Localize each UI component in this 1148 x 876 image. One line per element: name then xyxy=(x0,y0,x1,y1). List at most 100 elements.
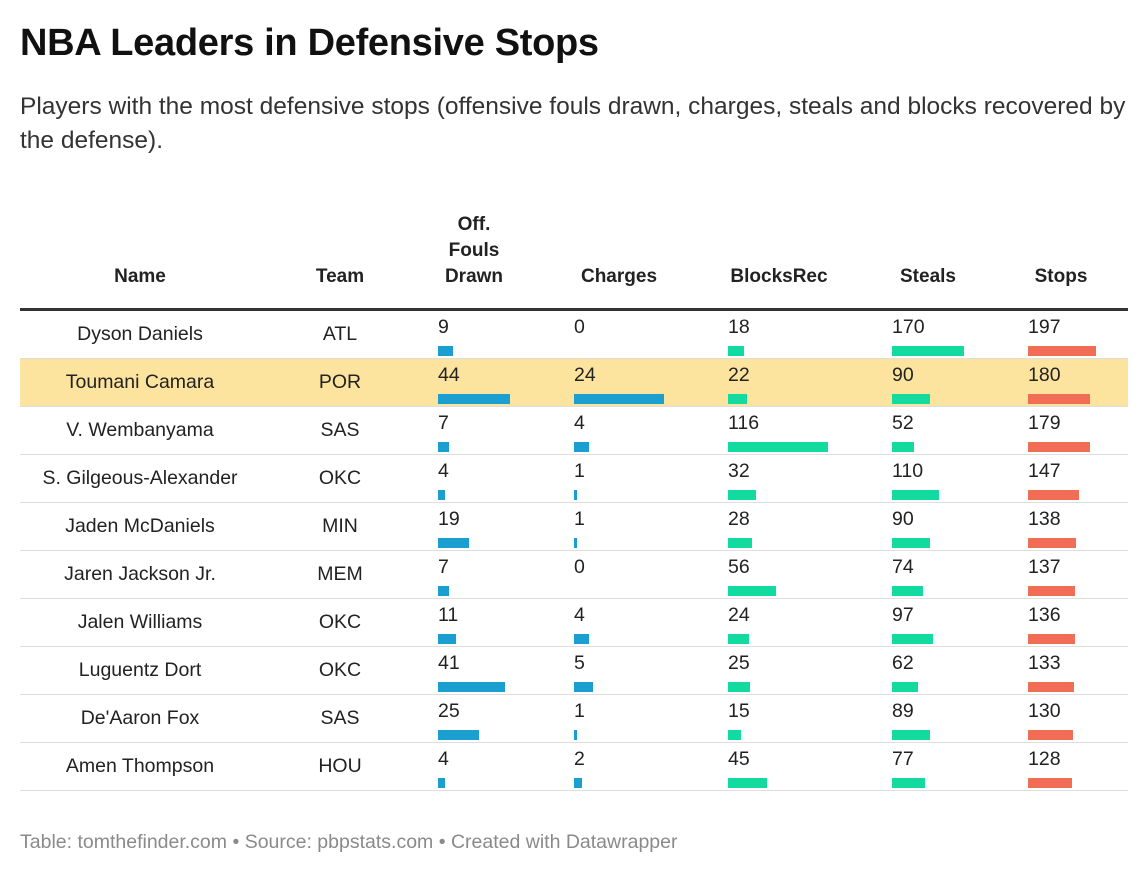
team-code: OKC xyxy=(318,659,362,681)
blocks-rec-value: 15 xyxy=(728,700,750,722)
charges-bar xyxy=(574,682,593,692)
team-code: MIN xyxy=(322,515,358,537)
blocks-rec-value: 25 xyxy=(728,652,750,674)
charges-value: 5 xyxy=(574,652,585,674)
steals-bar xyxy=(892,586,923,596)
player-name: Jaren Jackson Jr. xyxy=(64,563,216,585)
stops-value: 197 xyxy=(1028,316,1061,338)
off-fouls-value: 44 xyxy=(438,364,460,386)
stops-value: 136 xyxy=(1028,604,1061,626)
player-name: Jalen Williams xyxy=(77,611,203,633)
stops-value: 130 xyxy=(1028,700,1061,722)
table-row: Amen Thompson HOU 4 2 45 77 128 xyxy=(20,743,1128,791)
steals-value: 90 xyxy=(892,364,914,386)
off-fouls-bar xyxy=(438,442,449,452)
blocks-rec-value: 116 xyxy=(728,412,760,434)
off-fouls-value: 25 xyxy=(438,700,460,722)
stops-bar xyxy=(1028,490,1079,500)
stops-bar xyxy=(1028,682,1074,692)
stops-bar xyxy=(1028,346,1096,356)
table-row: Toumani Camara POR 44 24 22 90 180 xyxy=(20,359,1128,407)
steals-value: 89 xyxy=(892,700,914,722)
steals-value: 74 xyxy=(892,556,914,578)
stops-bar xyxy=(1028,394,1090,404)
table-header: Name Team Off. Fouls Drawn Charges Block… xyxy=(20,210,1128,311)
charges-value: 1 xyxy=(574,508,585,530)
team-code: SAS xyxy=(320,707,360,729)
column-header-blocksrec[interactable]: BlocksRec xyxy=(730,266,828,287)
off-fouls-value: 9 xyxy=(438,316,449,338)
blocks-rec-bar xyxy=(728,442,828,452)
charges-value: 1 xyxy=(574,700,585,722)
blocks-rec-bar xyxy=(728,394,747,404)
stops-bar xyxy=(1028,442,1090,452)
column-header-name[interactable]: Name xyxy=(114,266,166,287)
team-code: POR xyxy=(318,371,362,393)
table-row: S. Gilgeous-Alexander OKC 4 1 32 110 147 xyxy=(20,455,1128,503)
column-header-steals[interactable]: Steals xyxy=(900,266,956,287)
column-header-off-fouls-drawn[interactable]: Off. Fouls Drawn xyxy=(424,212,524,290)
steals-bar xyxy=(892,538,930,548)
steals-bar xyxy=(892,730,930,740)
table-row: Jaren Jackson Jr. MEM 7 0 56 74 137 xyxy=(20,551,1128,599)
off-fouls-bar xyxy=(438,730,479,740)
table-row: Luguentz Dort OKC 41 5 25 62 133 xyxy=(20,647,1128,695)
player-name: V. Wembanyama xyxy=(66,419,214,441)
steals-bar xyxy=(892,442,914,452)
table-row: Jalen Williams OKC 11 4 24 97 136 xyxy=(20,599,1128,647)
off-fouls-value: 4 xyxy=(438,748,449,770)
steals-value: 90 xyxy=(892,508,914,530)
blocks-rec-value: 18 xyxy=(728,316,750,338)
off-fouls-bar xyxy=(438,778,445,788)
off-fouls-bar xyxy=(438,586,449,596)
stops-bar xyxy=(1028,778,1072,788)
charges-value: 2 xyxy=(574,748,585,770)
stops-value: 147 xyxy=(1028,460,1061,482)
blocks-rec-bar xyxy=(728,346,744,356)
steals-bar xyxy=(892,778,925,788)
charges-value: 4 xyxy=(574,412,585,434)
team-code: ATL xyxy=(322,323,358,345)
stops-bar xyxy=(1028,730,1073,740)
stops-value: 179 xyxy=(1028,412,1061,434)
off-fouls-bar xyxy=(438,394,510,404)
column-header-stops[interactable]: Stops xyxy=(1034,266,1088,287)
table-body: Dyson Daniels ATL 9 0 18 170 197 Toumani Camara… xyxy=(20,311,1128,791)
charges-value: 24 xyxy=(574,364,596,386)
player-name: De'Aaron Fox xyxy=(80,707,200,729)
stops-bar xyxy=(1028,634,1075,644)
column-header-team[interactable]: Team xyxy=(315,266,365,287)
column-header-charges[interactable]: Charges xyxy=(580,266,658,287)
steals-bar xyxy=(892,634,933,644)
column-header-off-fouls-line-1: Off. xyxy=(457,214,491,235)
stops-value: 133 xyxy=(1028,652,1061,674)
player-name: Amen Thompson xyxy=(65,755,215,777)
team-code: HOU xyxy=(318,755,362,777)
off-fouls-bar xyxy=(438,634,456,644)
charges-bar xyxy=(574,490,577,500)
stops-value: 137 xyxy=(1028,556,1061,578)
steals-value: 77 xyxy=(892,748,914,770)
charges-bar xyxy=(574,442,589,452)
steals-value: 52 xyxy=(892,412,914,434)
off-fouls-value: 4 xyxy=(438,460,449,482)
blocks-rec-value: 56 xyxy=(728,556,750,578)
charges-bar xyxy=(574,538,577,548)
team-code: OKC xyxy=(318,467,362,489)
table-row: Jaden McDaniels MIN 19 1 28 90 138 xyxy=(20,503,1128,551)
steals-value: 110 xyxy=(892,460,924,482)
chart-subtitle: Players with the most defensive stops (o… xyxy=(20,93,1126,154)
blocks-rec-bar xyxy=(728,778,767,788)
steals-bar xyxy=(892,682,918,692)
steals-value: 97 xyxy=(892,604,914,626)
charges-value: 1 xyxy=(574,460,585,482)
column-header-off-fouls-line-2: Fouls xyxy=(448,240,500,261)
stops-bar xyxy=(1028,538,1076,548)
off-fouls-value: 19 xyxy=(438,508,460,530)
off-fouls-bar xyxy=(438,490,445,500)
steals-bar xyxy=(892,346,964,356)
blocks-rec-bar xyxy=(728,730,741,740)
off-fouls-value: 7 xyxy=(438,412,449,434)
charges-bar xyxy=(574,778,582,788)
stops-value: 128 xyxy=(1028,748,1061,770)
